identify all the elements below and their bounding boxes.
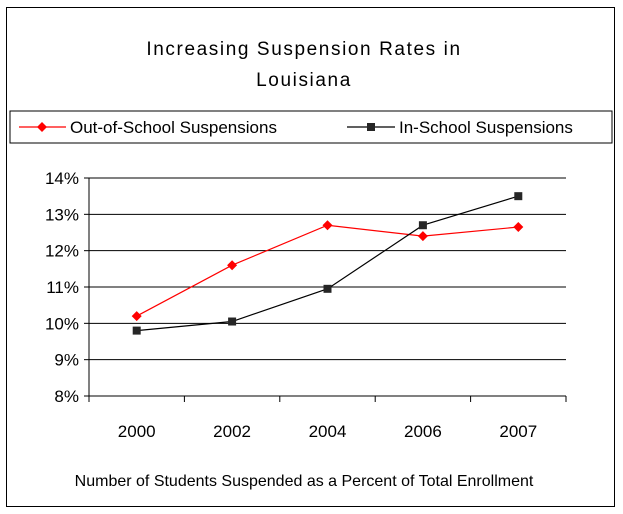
x-tick-label: 2002 xyxy=(213,422,251,441)
legend: Out-of-School Suspensions In-School Susp… xyxy=(9,110,613,144)
data-point-in-school xyxy=(323,284,332,293)
data-point-out-of-school xyxy=(513,222,524,233)
legend-swatch-in-school-marker xyxy=(367,123,375,131)
series-line-out-of-school xyxy=(136,224,519,317)
series-line-in-school xyxy=(136,195,519,332)
legend-box xyxy=(9,110,613,144)
x-tick-label: 2007 xyxy=(499,422,537,441)
y-tick-label: 9% xyxy=(54,351,79,370)
y-tick-label: 8% xyxy=(54,387,79,406)
series-layer xyxy=(131,192,524,335)
data-point-out-of-school xyxy=(131,311,142,322)
data-point-in-school xyxy=(228,317,237,326)
chart-svg: Increasing Suspension Rates in Louisiana… xyxy=(9,39,613,490)
plot-area: 14% 13% 12% 11% 10% 9% 8% 2000 2002 2004 2006 2007 xyxy=(45,169,567,441)
legend-label-out-of-school: Out-of-School Suspensions xyxy=(70,118,277,137)
x-tick-label: 2006 xyxy=(404,422,442,441)
y-axis: 14% 13% 12% 11% 10% 9% 8% xyxy=(45,169,90,406)
legend-swatch-out-of-school-marker xyxy=(37,122,47,132)
x-tick-label: 2004 xyxy=(309,422,347,441)
data-point-in-school xyxy=(418,221,427,230)
y-tick-label: 10% xyxy=(45,314,79,333)
chart-frame: Increasing Suspension Rates in Louisiana… xyxy=(6,7,615,507)
chart-title-line-1: Increasing Suspension Rates in xyxy=(146,39,461,60)
chart-caption: Number of Students Suspended as a Percen… xyxy=(75,473,534,490)
gridlines xyxy=(89,177,566,361)
chart-title-line-2: Louisiana xyxy=(256,70,352,91)
data-point-in-school xyxy=(514,192,523,201)
x-tick-label: 2000 xyxy=(118,422,156,441)
data-point-out-of-school xyxy=(417,231,428,242)
data-point-in-school xyxy=(132,326,141,335)
y-tick-label: 12% xyxy=(45,242,79,261)
y-tick-label: 13% xyxy=(45,205,79,224)
y-tick-label: 11% xyxy=(46,278,79,297)
x-axis: 2000 2002 2004 2006 2007 xyxy=(88,395,567,441)
data-point-out-of-school xyxy=(322,220,333,231)
data-point-out-of-school xyxy=(227,260,238,271)
legend-label-in-school: In-School Suspensions xyxy=(399,118,573,137)
y-tick-label: 14% xyxy=(45,169,79,188)
